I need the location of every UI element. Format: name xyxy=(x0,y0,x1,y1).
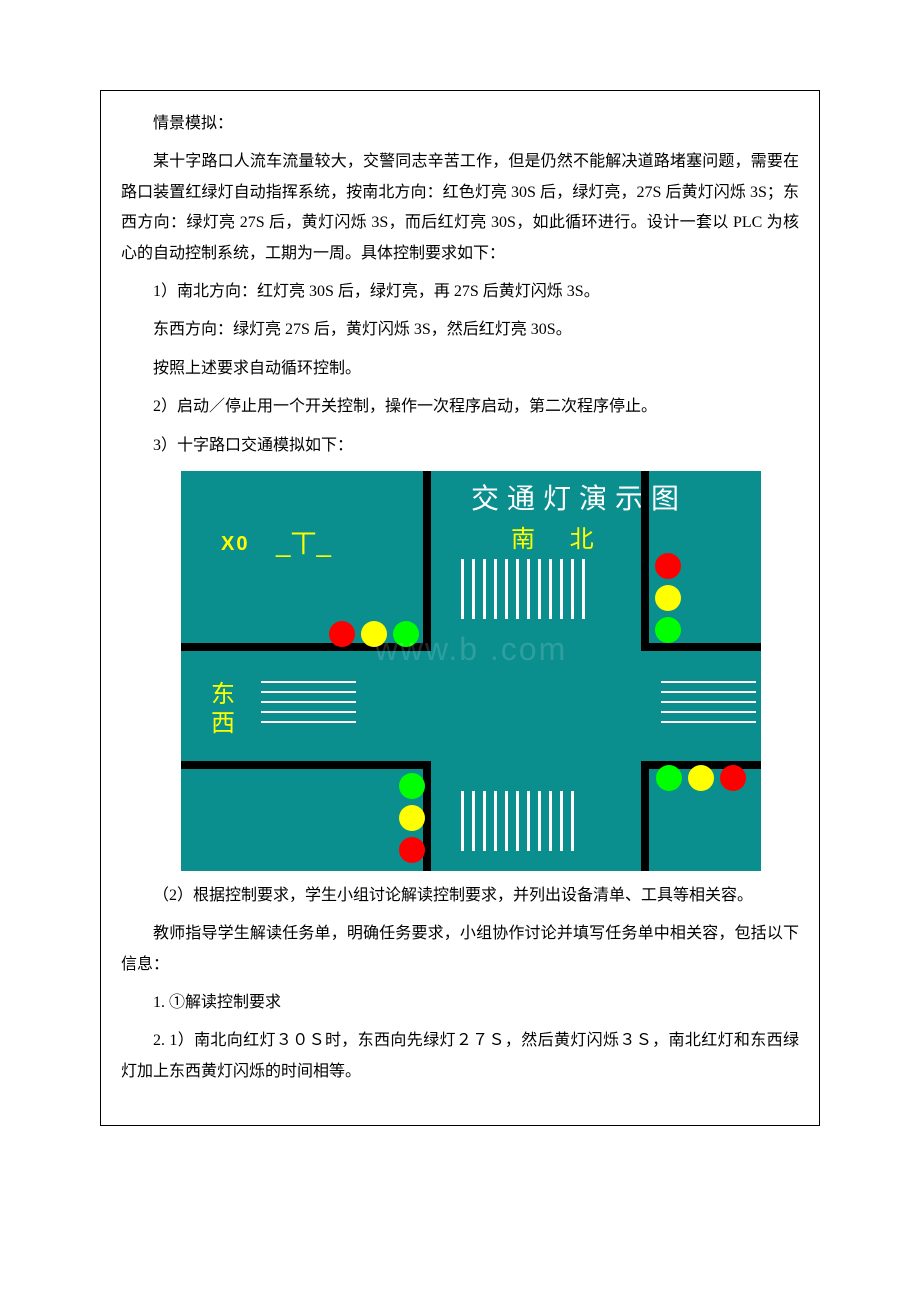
crosswalk-left xyxy=(261,681,356,723)
light-red xyxy=(399,837,425,863)
west-char: 西 xyxy=(211,710,235,737)
light-red xyxy=(655,553,681,579)
requirement-1: 1）南北方向：红灯亮 30S 后，绿灯亮，再 27S 后黄灯闪烁 3S。 xyxy=(121,277,799,307)
light-red xyxy=(329,621,355,647)
traffic-light-north xyxy=(655,553,681,643)
bullet-1: 1. ①解读控制要求 xyxy=(121,988,799,1018)
requirement-2: 2）启动／停止用一个开关控制，操作一次程序启动，第二次程序停止。 xyxy=(121,392,799,422)
requirement-1b: 东西方向：绿灯亮 27S 后，黄灯闪烁 3S，然后红灯亮 30S。 xyxy=(121,315,799,345)
east-char: 东 xyxy=(211,681,235,708)
page: 情景模拟： 某十字路口人流车流量较大，交警同志辛苦工作，但是仍然不能解决道路堵塞… xyxy=(0,0,920,1166)
crosswalk-bottom xyxy=(461,791,574,851)
light-green xyxy=(393,621,419,647)
requirement-1c: 按照上述要求自动循环控制。 xyxy=(121,354,799,384)
light-green xyxy=(399,773,425,799)
content-frame: 情景模拟： 某十字路口人流车流量较大，交警同志辛苦工作，但是仍然不能解决道路堵塞… xyxy=(100,90,820,1126)
road-corner-bl xyxy=(181,761,431,871)
light-red xyxy=(720,765,746,791)
light-yellow xyxy=(399,805,425,831)
light-green xyxy=(655,617,681,643)
traffic-diagram: www.b .com 交通灯演示图 X0 _丅_ 南 北 东 西 xyxy=(181,471,761,871)
intro-paragraph: 某十字路口人流车流量较大，交警同志辛苦工作，但是仍然不能解决道路堵塞问题，需要在… xyxy=(121,147,799,269)
light-green xyxy=(656,765,682,791)
light-yellow xyxy=(688,765,714,791)
east-west-label: 东 西 xyxy=(211,681,235,739)
crosswalk-right xyxy=(661,681,756,723)
light-yellow xyxy=(361,621,387,647)
teacher-guidance: 教师指导学生解读任务单，明确任务要求，小组协作讨论并填写任务单中相关容，包括以下… xyxy=(121,919,799,980)
task-2-desc: （2）根据控制要求，学生小组讨论解读控制要求，并列出设备清单、工具等相关容。 xyxy=(121,881,799,911)
north-south-label: 南 北 xyxy=(511,519,608,554)
crosswalk-top xyxy=(461,559,585,619)
bullet-2: 2. 1）南北向红灯３０Ｓ时，东西向先绿灯２７Ｓ，然后黄灯闪烁３Ｓ，南北红灯和东… xyxy=(121,1026,799,1087)
traffic-light-east xyxy=(656,765,746,791)
requirement-3: 3）十字路口交通模拟如下： xyxy=(121,431,799,461)
traffic-light-south xyxy=(399,773,425,863)
traffic-light-west xyxy=(329,621,419,647)
scenario-title: 情景模拟： xyxy=(121,109,799,139)
light-yellow xyxy=(655,585,681,611)
